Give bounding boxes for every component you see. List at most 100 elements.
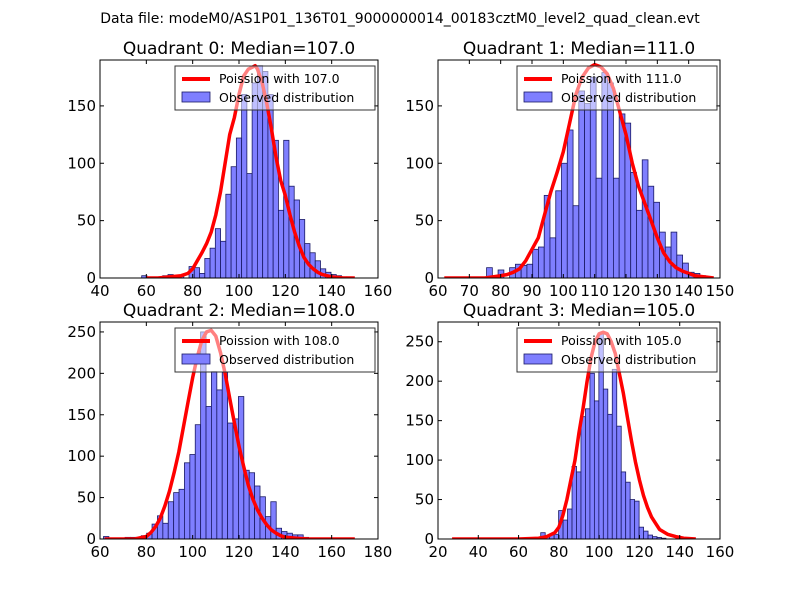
x-tick-label: 80: [491, 282, 510, 300]
legend-label-observed: Observed distribution: [561, 352, 696, 367]
histogram-bar: [167, 501, 175, 539]
histogram-bar: [576, 471, 582, 539]
histogram-bar: [595, 177, 603, 278]
poisson-curve: [444, 62, 714, 278]
histogram-bar: [562, 519, 568, 539]
x-tick-label: 130: [643, 282, 672, 300]
y-tick-label: 50: [77, 212, 96, 230]
histogram-bar: [647, 185, 655, 278]
histogram-bar: [211, 371, 218, 539]
y-tick-label: 100: [405, 154, 434, 172]
y-tick-label: 0: [424, 269, 434, 287]
histogram-bar: [251, 82, 258, 278]
y-tick-label: 50: [77, 489, 96, 507]
histogram-bar: [189, 454, 196, 539]
histogram-bars: [540, 333, 667, 539]
legend-label-poisson: Poission with 107.0: [219, 71, 340, 86]
legend-bar-swatch: [523, 353, 553, 365]
y-tick-label: 50: [415, 491, 434, 509]
y-tick-label: 250: [67, 323, 96, 341]
x-tick-label: 120: [271, 282, 300, 300]
y-tick-label: 150: [67, 406, 96, 424]
y-tick-label: 50: [415, 212, 434, 230]
x-tick-label: 40: [90, 282, 109, 300]
legend-label-observed: Observed distribution: [561, 90, 696, 105]
histogram-bar: [629, 499, 636, 539]
subplot-quadrant-0: Quadrant 0: Median=107.0 40 60 80 100 120 140 1…: [67, 39, 392, 300]
y-tick-label: 100: [67, 447, 96, 465]
x-tick-label: 180: [364, 543, 393, 561]
x-tick-label: 120: [625, 543, 654, 561]
histogram-bar: [566, 129, 574, 278]
histogram-bar: [553, 533, 560, 539]
x-tick-label: 100: [585, 543, 614, 561]
histogram-bar: [199, 273, 206, 278]
histogram-bar: [162, 522, 169, 539]
x-tick-label: 60: [90, 543, 109, 561]
axes-frame: [437, 59, 721, 279]
x-tick-label: 150: [706, 282, 735, 300]
histogram-bar: [634, 500, 640, 539]
y-tick-label: 200: [67, 364, 96, 382]
histogram-bar: [580, 416, 586, 539]
histogram-bar: [230, 166, 237, 278]
histogram-bar: [584, 103, 591, 278]
subplot-title: Quadrant 3: Median=105.0: [463, 301, 695, 321]
subplot-title: Quadrant 0: Median=107.0: [123, 39, 355, 59]
histogram-bar: [278, 209, 285, 278]
x-tick-label: 80: [183, 282, 202, 300]
histogram-bar: [214, 228, 221, 278]
x-tick-label: 40: [469, 543, 488, 561]
y-tick-label: 250: [405, 333, 434, 351]
x-tick-label: 60: [509, 543, 528, 561]
x-tick-label: 140: [674, 282, 703, 300]
histogram-bar: [572, 205, 580, 278]
legend-label-observed: Observed distribution: [219, 90, 354, 105]
subplot-quadrant-2: Quadrant 2: Median=108.0 60 80 100 120 140 160…: [67, 301, 392, 561]
y-tick-label: 150: [405, 412, 434, 430]
legend: Poission with 107.0 Observed distribution: [174, 65, 376, 111]
histogram-bar: [173, 492, 180, 539]
histogram-bar: [194, 424, 202, 539]
histogram-bar: [549, 237, 557, 278]
x-tick-label: 100: [549, 282, 578, 300]
x-tick-label: 80: [549, 543, 568, 561]
histogram-bar: [220, 240, 227, 278]
legend-box: [516, 327, 718, 373]
histogram-bar: [611, 368, 618, 539]
histogram-bar: [184, 462, 191, 539]
y-tick-label: 0: [86, 269, 96, 287]
histogram-bar: [538, 246, 545, 278]
histogram-bar: [561, 162, 568, 278]
histogram-bar: [602, 388, 609, 539]
histogram-bar: [216, 389, 223, 539]
x-tick-label: 60: [137, 282, 156, 300]
x-tick-label: 160: [317, 543, 346, 561]
legend: Poission with 105.0 Observed distribution: [516, 327, 718, 373]
subplot-quadrant-1: Quadrant 1: Median=111.060 70 80 90 100 110 12…: [405, 39, 734, 300]
x-tick-label: 160: [706, 543, 735, 561]
x-tick-label: 140: [665, 543, 694, 561]
histogram-bar: [647, 534, 653, 539]
histogram-bar: [248, 472, 256, 539]
histogram-bar: [589, 372, 595, 539]
y-tick-label: 0: [424, 530, 434, 548]
histogram-bar: [532, 248, 539, 278]
y-tick-label: 200: [405, 372, 434, 390]
histogram-bar: [585, 408, 591, 539]
figure-suptitle: Data file: modeM0/AS1P01_136T01_90000000…: [100, 11, 700, 27]
histogram-bar: [616, 425, 622, 539]
legend-bar-swatch: [523, 91, 553, 103]
x-tick-label: 100: [178, 543, 207, 561]
y-tick-label: 100: [67, 154, 96, 172]
histogram-bar: [193, 267, 200, 278]
x-tick-label: 140: [317, 282, 346, 300]
y-tick-label: 150: [67, 97, 96, 115]
histogram-bar: [630, 172, 637, 278]
histogram-bar: [641, 159, 649, 278]
x-tick-label: 90: [522, 282, 541, 300]
x-tick-label: 120: [225, 543, 254, 561]
histogram-bar: [272, 139, 279, 278]
legend-label-poisson: Poission with 108.0: [219, 333, 340, 348]
histogram-bar: [221, 372, 229, 539]
